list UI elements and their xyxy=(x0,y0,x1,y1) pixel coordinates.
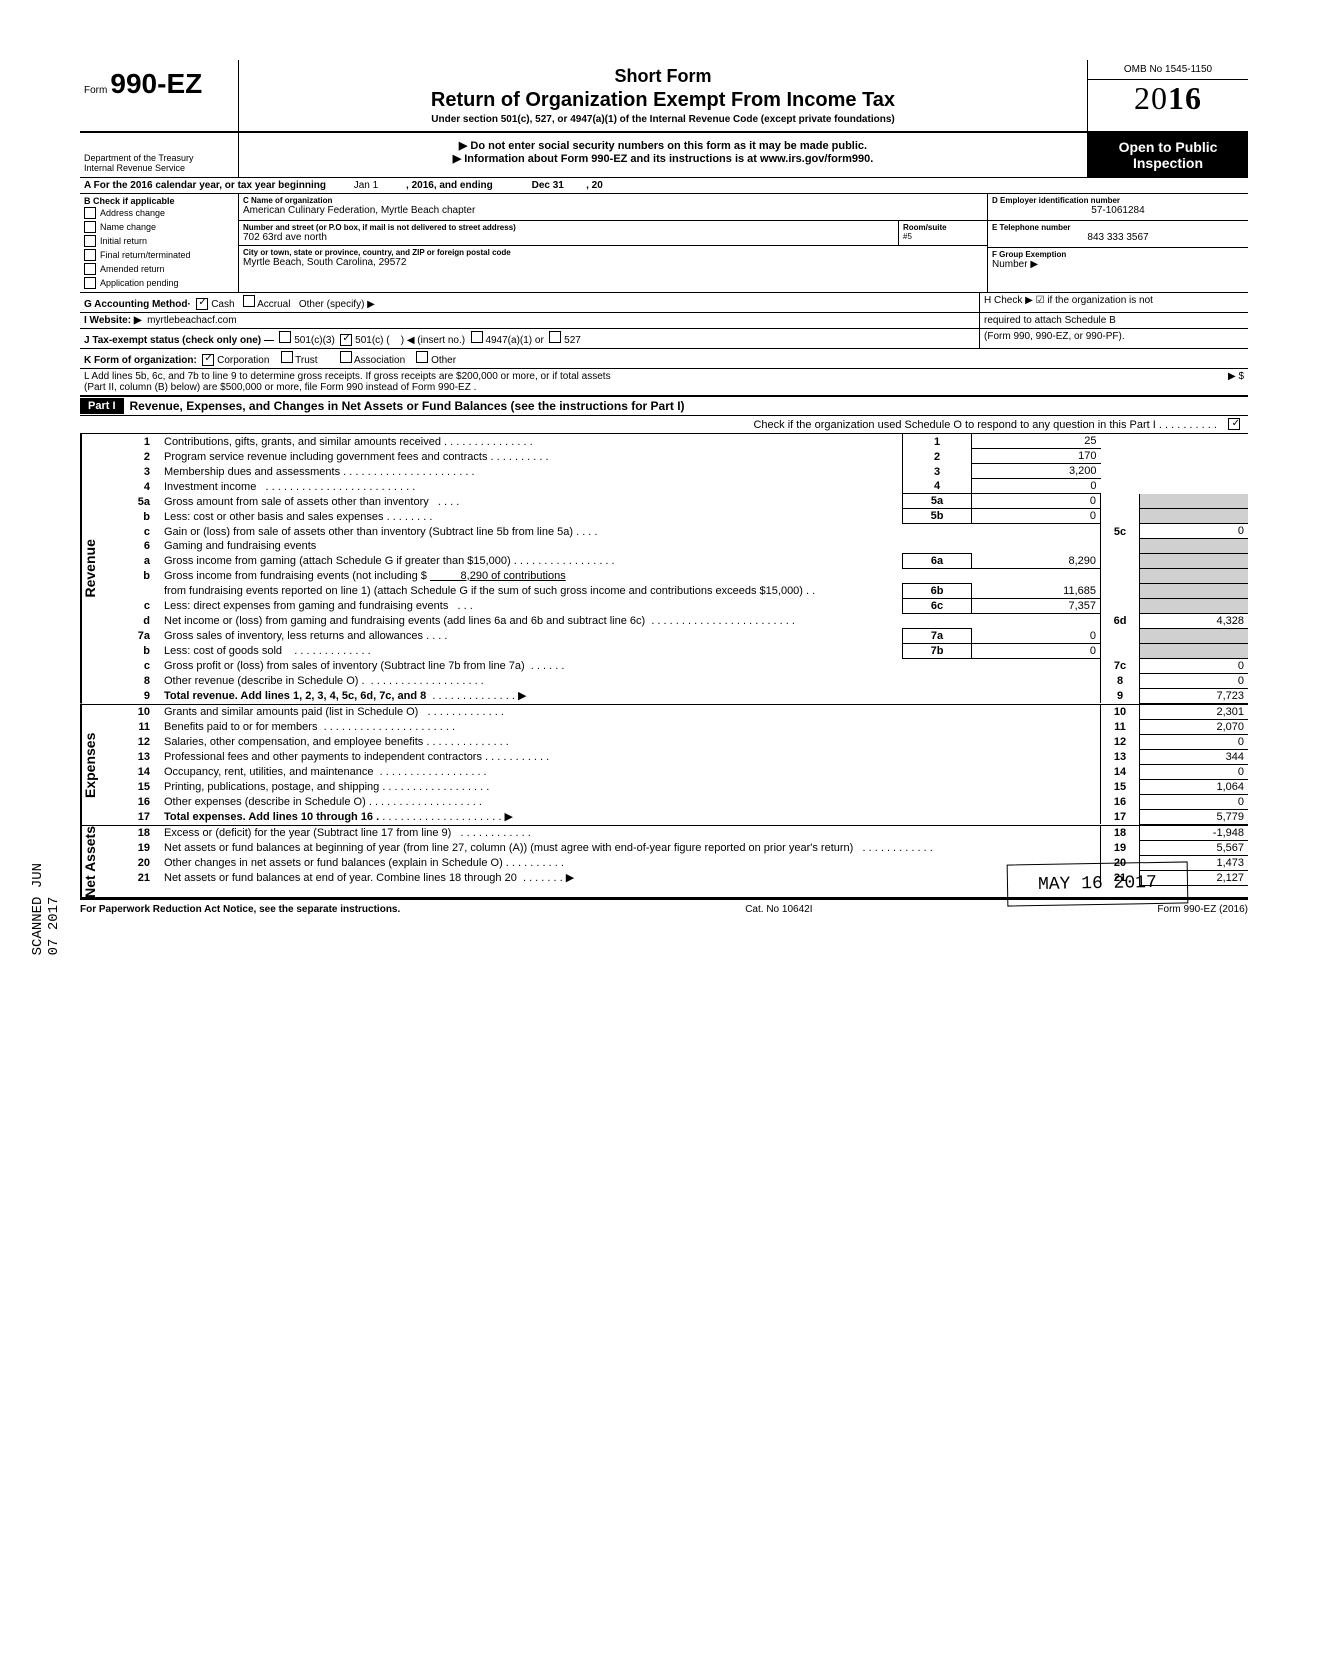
val-4: 0 xyxy=(972,479,1101,494)
org-city: Myrtle Beach, South Carolina, 29572 xyxy=(243,257,983,268)
val-7c: 0 xyxy=(1140,658,1249,673)
val-9: 7,723 xyxy=(1140,688,1249,703)
val-5c: 0 xyxy=(1140,524,1249,539)
checkbox-cash[interactable] xyxy=(196,298,208,310)
revenue-label: Revenue xyxy=(80,434,106,704)
val-15: 1,064 xyxy=(1140,779,1249,794)
revenue-table: 1Contributions, gifts, grants, and simil… xyxy=(106,434,1248,704)
val-2: 170 xyxy=(972,449,1101,464)
phone: 843 333 3567 xyxy=(992,232,1244,243)
room: #5 xyxy=(903,232,983,241)
checkbox-corporation[interactable] xyxy=(202,354,214,366)
form-number-cell: Form 990-EZ xyxy=(80,60,239,131)
section-b: B Check if applicable Address change Nam… xyxy=(80,194,239,292)
scanned-stamp: SCANNED JUN 07 2017 xyxy=(30,850,62,955)
val-8: 0 xyxy=(1140,673,1249,688)
notice-1: ▶ Do not enter social security numbers o… xyxy=(245,139,1081,152)
line-i: I Website: ▶ myrtlebeachacf.com required… xyxy=(80,313,1248,329)
val-3: 3,200 xyxy=(972,464,1101,479)
form-page: Form 990-EZ Short Form Return of Organiz… xyxy=(0,0,1328,955)
notice-2: ▶ Information about Form 990-EZ and its … xyxy=(245,152,1081,165)
notices-cell: ▶ Do not enter social security numbers o… xyxy=(239,133,1088,177)
sub-header-row: Department of the Treasury Internal Reve… xyxy=(80,133,1248,178)
val-17: 5,779 xyxy=(1140,809,1249,824)
org-addr: 702 63rd ave north xyxy=(243,232,894,243)
short-form: Short Form xyxy=(251,66,1075,87)
header-row: Form 990-EZ Short Form Return of Organiz… xyxy=(80,60,1248,133)
val-6d: 4,328 xyxy=(1140,613,1249,628)
title-cell: Short Form Return of Organization Exempt… xyxy=(239,60,1088,131)
checkbox-501c3[interactable] xyxy=(279,331,291,343)
open-public: Open to Public Inspection xyxy=(1088,133,1248,177)
line-k: K Form of organization: Corporation Trus… xyxy=(80,349,1248,369)
checkbox-4947[interactable] xyxy=(471,331,483,343)
val-14: 0 xyxy=(1140,764,1249,779)
val-16: 0 xyxy=(1140,794,1249,809)
tax-year: 2016 xyxy=(1088,80,1248,117)
right-block: D Employer identification number 57-1061… xyxy=(988,194,1248,292)
part-title: Revenue, Expenses, and Changes in Net As… xyxy=(124,397,1248,415)
checkbox-501c[interactable] xyxy=(340,334,352,346)
val-10: 2,301 xyxy=(1140,705,1249,720)
section-h: H Check ▶ ☑ if the organization is not xyxy=(979,293,1248,312)
checkbox-initial-return[interactable] xyxy=(84,235,96,247)
val-1: 25 xyxy=(972,434,1101,449)
val-18: -1,948 xyxy=(1140,826,1249,841)
checkbox-address-change[interactable] xyxy=(84,207,96,219)
line-g-h: G Accounting Method· Cash Accrual Other … xyxy=(80,293,1248,313)
footer-right: Form 990-EZ (2016) xyxy=(1157,904,1248,915)
dept-cell: Department of the Treasury Internal Reve… xyxy=(80,133,239,177)
part-label: Part I xyxy=(80,398,124,414)
footer-left: For Paperwork Reduction Act Notice, see … xyxy=(80,904,400,915)
footer-mid: Cat. No 10642I xyxy=(745,904,812,915)
val-19: 5,567 xyxy=(1140,840,1249,855)
schedule-o-check: Check if the organization used Schedule … xyxy=(80,416,1248,434)
val-13: 344 xyxy=(1140,749,1249,764)
checkbox-527[interactable] xyxy=(549,331,561,343)
checkbox-other-org[interactable] xyxy=(416,351,428,363)
checkbox-final-return[interactable] xyxy=(84,249,96,261)
val-12: 0 xyxy=(1140,734,1249,749)
form-word: Form xyxy=(84,85,107,96)
netassets-label: Net Assets xyxy=(80,826,106,898)
main-grid: Revenue 1Contributions, gifts, grants, a… xyxy=(80,434,1248,704)
checkbox-application-pending[interactable] xyxy=(84,277,96,289)
received-stamp: MAY 16 2017 xyxy=(1007,862,1189,907)
checkbox-trust[interactable] xyxy=(281,351,293,363)
val-11: 2,070 xyxy=(1140,719,1249,734)
line-j: J Tax-exempt status (check only one) — 5… xyxy=(80,329,1248,349)
open-public-cell: Open to Public Inspection xyxy=(1088,133,1248,177)
section-c: C Name of organization American Culinary… xyxy=(239,194,988,292)
checkbox-association[interactable] xyxy=(340,351,352,363)
part-1-header: Part I Revenue, Expenses, and Changes in… xyxy=(80,395,1248,416)
checkbox-amended[interactable] xyxy=(84,263,96,275)
expenses-label: Expenses xyxy=(80,705,106,825)
return-title: Return of Organization Exempt From Incom… xyxy=(251,89,1075,112)
expenses-table: 10Grants and similar amounts paid (list … xyxy=(106,705,1248,825)
year-cell: OMB No 1545-1150 2016 xyxy=(1088,60,1248,131)
under-section: Under section 501(c), 527, or 4947(a)(1)… xyxy=(251,114,1075,125)
checkbox-accrual[interactable] xyxy=(243,295,255,307)
line-a: A For the 2016 calendar year, or tax yea… xyxy=(80,178,1248,194)
info-block: B Check if applicable Address change Nam… xyxy=(80,194,1248,293)
omb: OMB No 1545-1150 xyxy=(1088,60,1248,80)
checkbox-name-change[interactable] xyxy=(84,221,96,233)
form-number: 990-EZ xyxy=(110,68,202,99)
ein: 57-1061284 xyxy=(992,205,1244,216)
expenses-grid: Expenses 10Grants and similar amounts pa… xyxy=(80,704,1248,825)
org-name: American Culinary Federation, Myrtle Bea… xyxy=(243,205,983,216)
checkbox-schedule-o[interactable] xyxy=(1228,418,1240,430)
line-l: L Add lines 5b, 6c, and 7b to line 9 to … xyxy=(80,369,1248,395)
